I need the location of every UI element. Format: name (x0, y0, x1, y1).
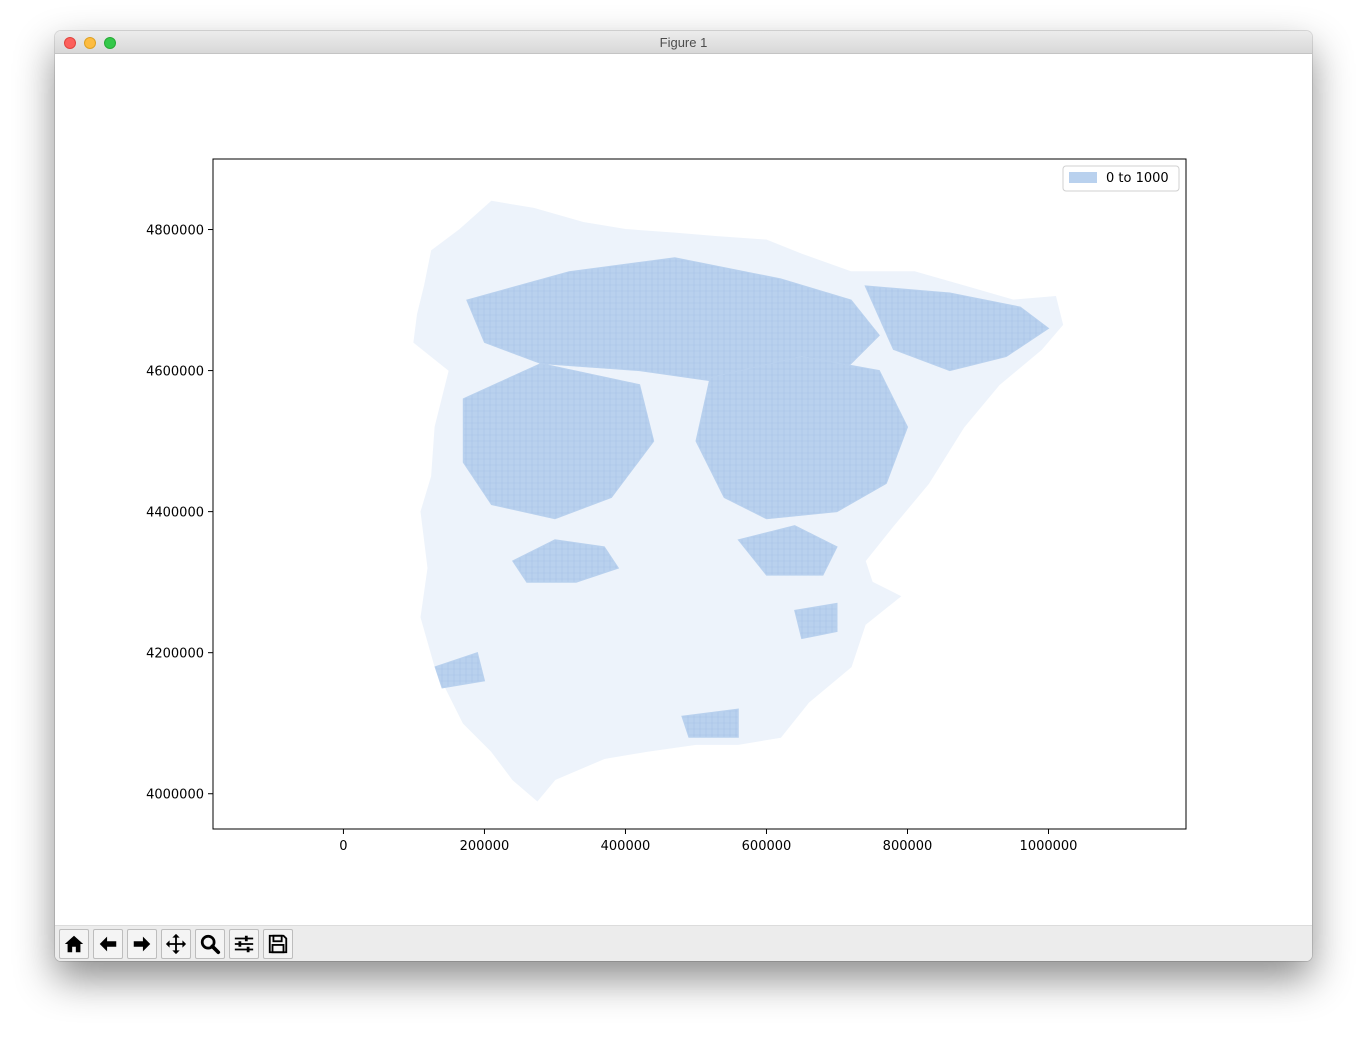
x-tick-label: 600000 (742, 839, 792, 854)
legend-swatch (1069, 172, 1097, 183)
back-button[interactable] (93, 929, 123, 959)
highlighted-region-7 (434, 652, 486, 689)
forward-button[interactable] (127, 929, 157, 959)
x-tick-label: 400000 (601, 839, 651, 854)
navigation-toolbar (55, 925, 1312, 961)
legend-label: 0 to 1000 (1106, 171, 1169, 186)
x-tick-label: 800000 (883, 839, 933, 854)
window-title: Figure 1 (659, 35, 708, 50)
figure-window: Figure 1 0 200000 400000 600000 800000 100000… (55, 31, 1312, 961)
forward-arrow-icon (133, 936, 151, 952)
highlighted-region-4 (511, 539, 620, 583)
zoom-button[interactable] (195, 929, 225, 959)
highlighted-region-0 (466, 257, 880, 386)
configure-subplots-icon (234, 935, 254, 953)
figure-canvas[interactable]: 0 200000 400000 600000 800000 1000000 4000000 4… (55, 54, 1312, 925)
y-tick-label: 4200000 (146, 647, 204, 662)
highlighted-region-8 (681, 708, 739, 738)
minimize-window-button[interactable] (84, 37, 96, 49)
axes-frame (212, 158, 1187, 830)
x-tick-label: 200000 (460, 839, 510, 854)
home-button[interactable] (59, 929, 89, 959)
pan-icon (165, 933, 187, 955)
save-button[interactable] (263, 929, 293, 959)
highlighted-region-6 (794, 602, 838, 640)
home-icon (64, 935, 84, 953)
y-tick-label: 4800000 (146, 224, 204, 239)
back-arrow-icon (99, 936, 117, 952)
highlighted-region-3 (864, 285, 1050, 372)
highlighted-region-2 (695, 355, 909, 520)
map-plot[interactable]: 0 200000 400000 600000 800000 1000000 4000000 4… (55, 54, 1312, 925)
y-tick-label: 4400000 (146, 506, 204, 521)
highlighted-region-5 (737, 525, 838, 576)
y-tick-label: 4600000 (146, 365, 204, 380)
zoom-icon (200, 934, 221, 955)
title-bar: Figure 1 (55, 31, 1312, 54)
configure-subplots-button[interactable] (229, 929, 259, 959)
x-tick-label: 0 (339, 839, 347, 854)
pan-button[interactable] (161, 929, 191, 959)
y-tick-label: 4000000 (146, 788, 204, 803)
highlighted-region-1 (462, 362, 655, 520)
close-window-button[interactable] (64, 37, 76, 49)
maximize-window-button[interactable] (104, 37, 116, 49)
save-icon (268, 934, 288, 954)
x-tick-label: 1000000 (1020, 839, 1078, 854)
